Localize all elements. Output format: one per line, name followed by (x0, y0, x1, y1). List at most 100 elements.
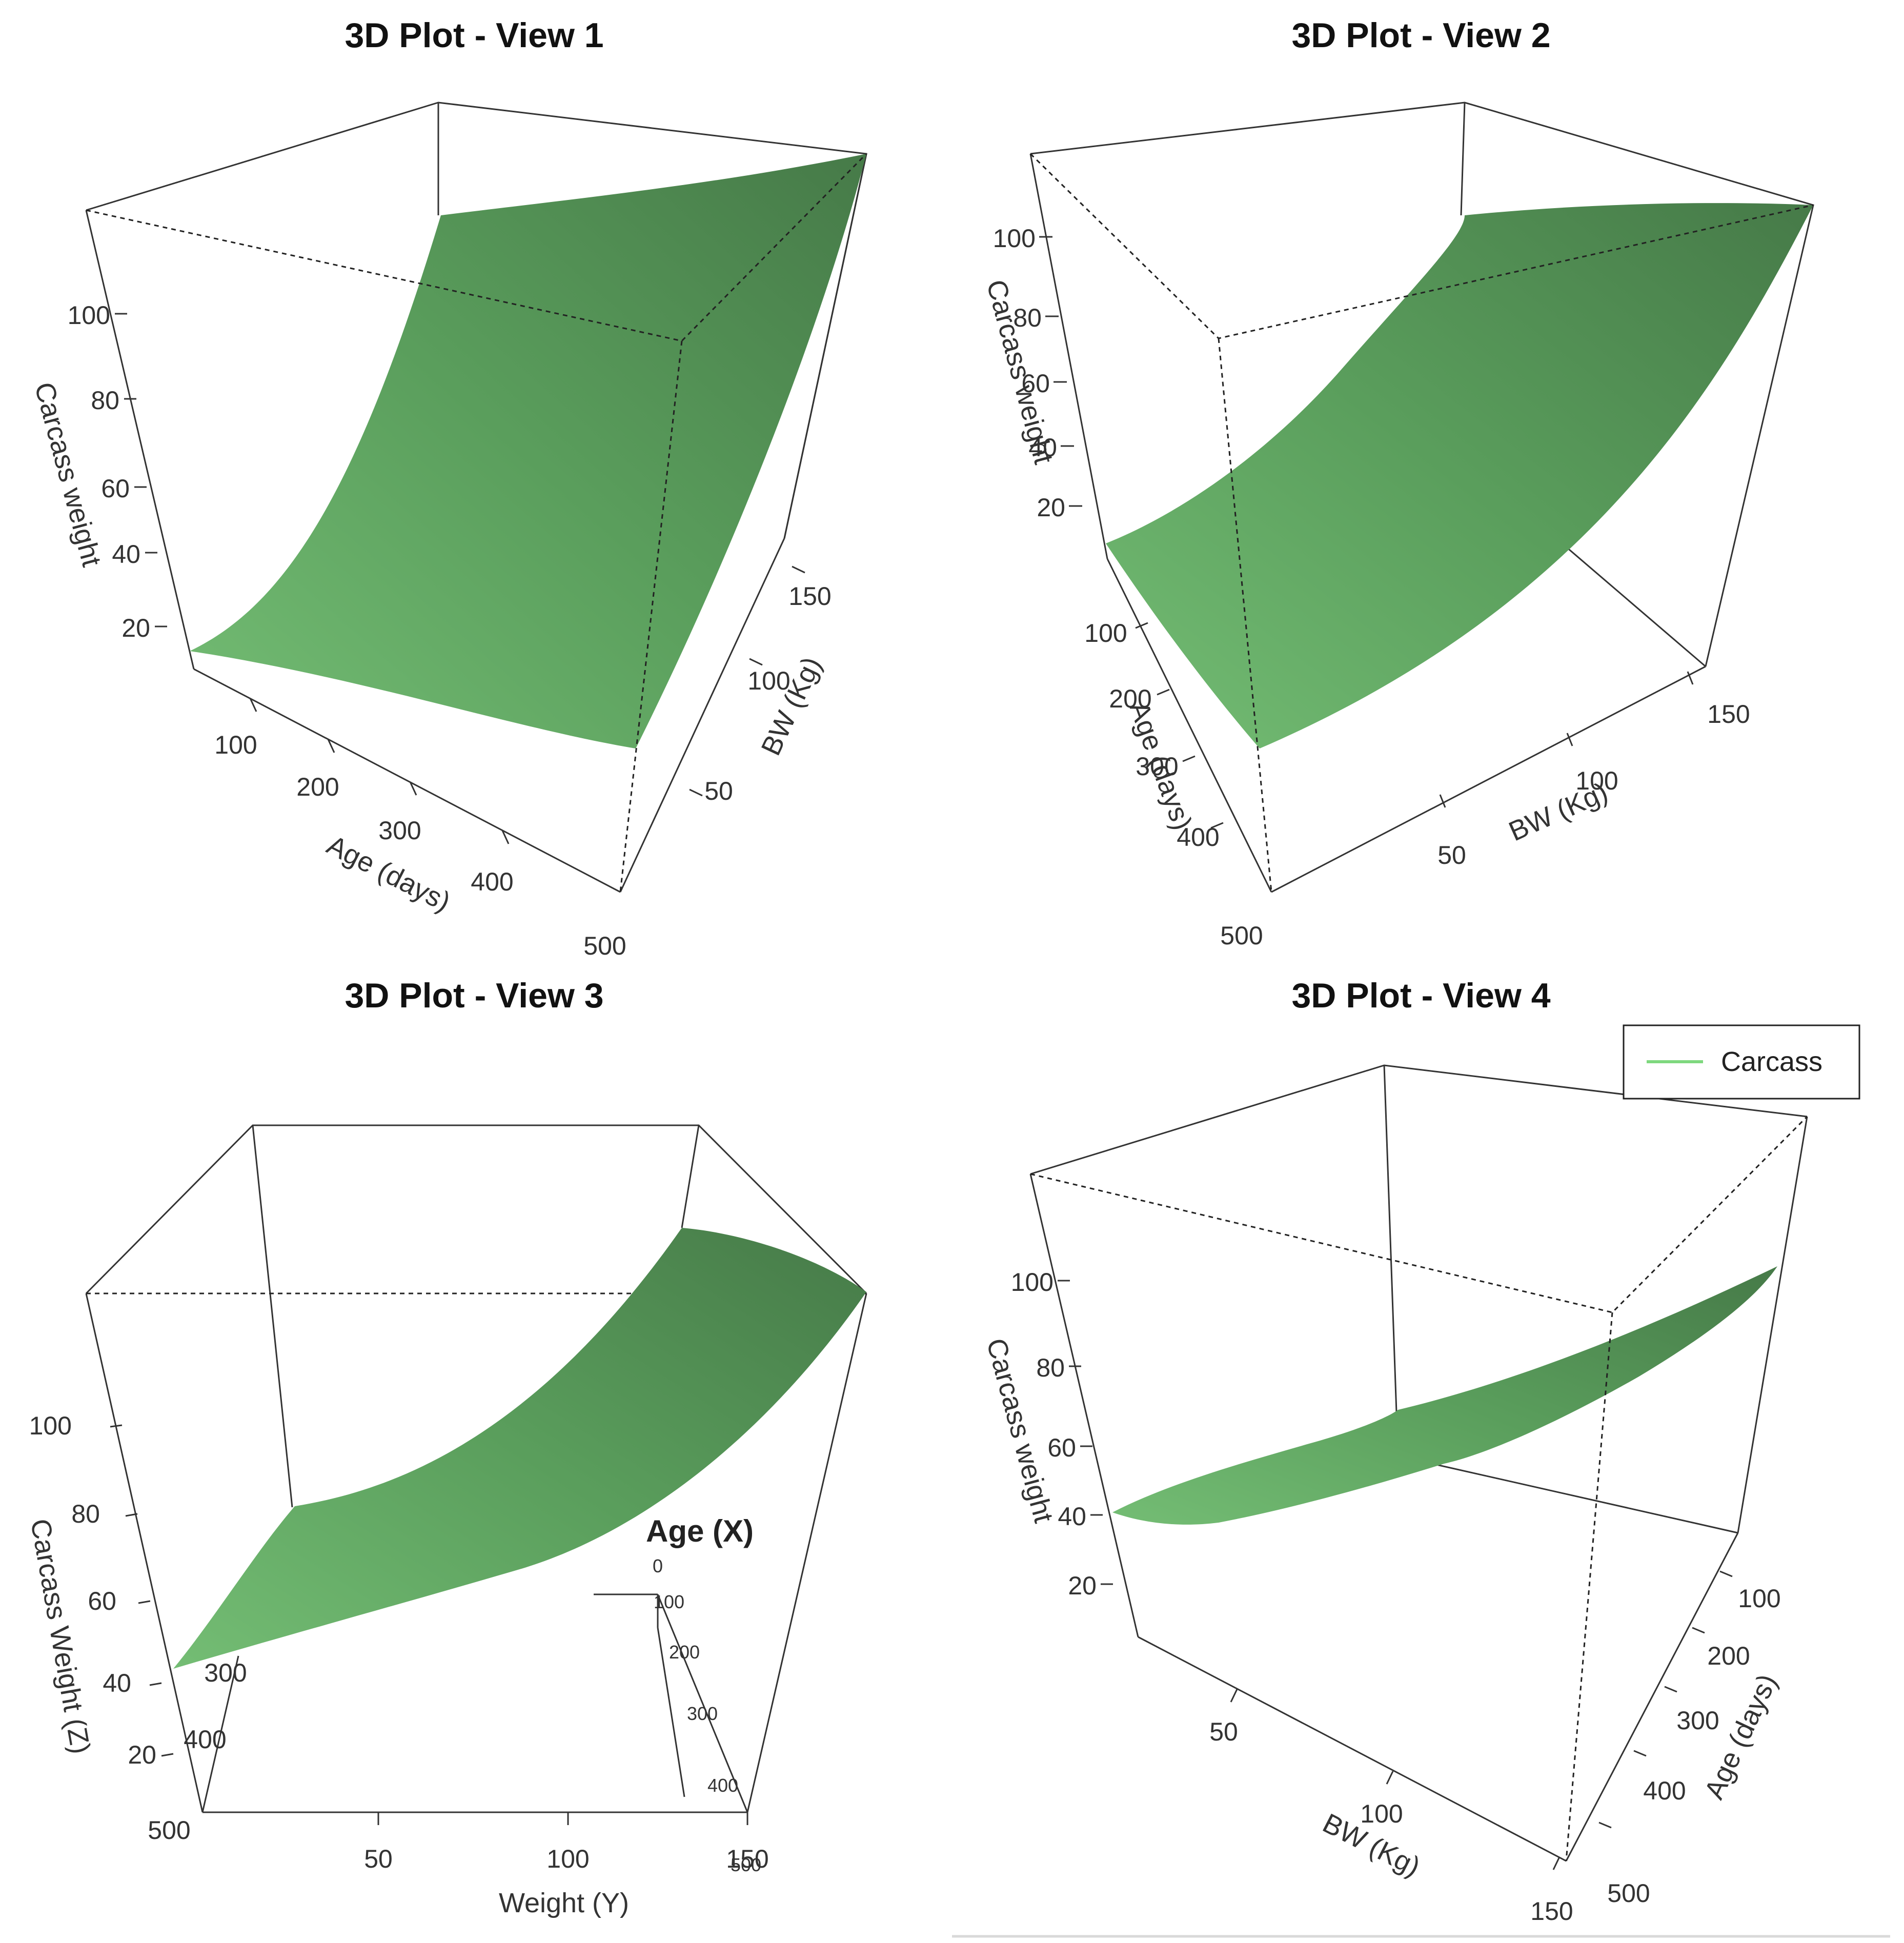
panel-view-4: 3D Plot - View 4 Carcass (952, 972, 1904, 1943)
x-tick-label: 50 (1209, 1717, 1238, 1746)
z-axis: 100 80 60 40 20 Carcass weight (981, 1268, 1113, 1600)
box-top-back (85, 1124, 867, 1294)
box-bottom-right (1565, 1532, 1739, 1861)
y-axis-label: BW (Kg) (1504, 777, 1612, 847)
z-tick-label: 40 (1058, 1502, 1086, 1531)
box-right-vertical (783, 153, 867, 539)
y-tick-label: 150 (726, 1845, 768, 1873)
z-tick-label: 60 (88, 1587, 116, 1615)
z-axis: 100 80 60 40 20 Carcass weight (29, 301, 167, 642)
z-tick-label: 80 (1036, 1353, 1065, 1382)
hidden-vertical (1565, 1312, 1613, 1861)
x-axis-label: Age (X) (646, 1514, 754, 1548)
y-tick-label: 50 (704, 777, 733, 805)
legend: Carcass (1623, 1024, 1860, 1100)
box-right-vertical (1737, 1116, 1808, 1533)
z-axis-label: Carcass Weight (Z) (25, 1516, 96, 1756)
x-tick-label: 300 (378, 816, 421, 845)
plot-title: 3D Plot - View 2 (1291, 16, 1550, 55)
panel-view-1: 3D Plot - View 1 100 80 60 (0, 0, 952, 972)
x-tick-label: 400 (471, 867, 513, 896)
x-back-axis: Age (X) 0 100 200 300 400 500 (646, 1514, 761, 1875)
box-left-vertical (1029, 153, 1108, 559)
surface (1112, 1266, 1777, 1525)
y-tick-label: 100 (546, 1845, 589, 1873)
plot-title: 3D Plot - View 3 (345, 976, 603, 1015)
box-bottom-front (1271, 665, 1706, 893)
box-left-vertical (85, 210, 195, 670)
y-tick-label: 100 (1738, 1584, 1780, 1613)
z-tick-label: 80 (1013, 303, 1042, 332)
z-tick-label: 20 (121, 614, 150, 642)
x-tick-label: 500 (1220, 921, 1263, 950)
x-tick-label: 150 (1530, 1897, 1573, 1926)
x-tick-label: 200 (296, 773, 339, 801)
y-tick-label: 200 (1707, 1642, 1750, 1670)
box-back-vertical (1460, 102, 1466, 216)
z-tick-label: 40 (1028, 433, 1057, 462)
plot-title: 3D Plot - View 1 (345, 16, 603, 55)
y-axis-label: Weight (Y) (499, 1888, 629, 1918)
surface (173, 1228, 866, 1669)
x-tick-label: 500 (148, 1816, 190, 1845)
plot-view-3: 3D Plot - View 3 100 80 60 (25, 976, 867, 1918)
hidden-vertical (1218, 338, 1272, 893)
z-tick-label: 40 (103, 1669, 131, 1697)
y-axis: 50 100 150 BW (Kg) (1437, 671, 1750, 869)
box-bottom-front (1138, 1636, 1567, 1862)
box-floor-right (657, 1594, 748, 1813)
z-tick-label: 20 (1068, 1571, 1097, 1600)
y-tick-label: 100 (747, 666, 790, 695)
plot-view-4: 3D Plot - View 4 Carcass (952, 976, 1890, 1938)
box-floor-back (1397, 1455, 1738, 1534)
surface (1106, 203, 1813, 749)
z-tick-label: 60 (1047, 1433, 1076, 1462)
y-axis: 50 100 150 Weight (Y) (364, 1812, 769, 1918)
x-tick-label: 100 (214, 731, 257, 759)
z-tick-label: 60 (1021, 369, 1050, 398)
z-tick-label: 60 (101, 474, 130, 503)
x-tick-label: 400 (184, 1725, 226, 1754)
box-back (1030, 102, 1814, 667)
x-tick-label: 0 (653, 1555, 663, 1576)
x-tick-label: 300 (687, 1703, 718, 1724)
z-tick-label: 40 (112, 540, 140, 569)
box-bottom-front (193, 668, 621, 893)
x-tick-label: 200 (1109, 684, 1151, 713)
z-tick-label: 100 (1011, 1268, 1054, 1297)
z-tick-label: 20 (1037, 493, 1065, 522)
legend-label: Carcass (1721, 1046, 1822, 1077)
x-front-ticks: 300 400 500 (148, 1658, 247, 1845)
y-tick-label: 500 (1607, 1879, 1650, 1908)
z-tick-label: 80 (91, 386, 119, 415)
x-tick-label: 500 (583, 932, 626, 960)
x-tick-label: 300 (1136, 752, 1178, 781)
z-tick-label: 80 (71, 1500, 100, 1528)
z-tick-label: 100 (993, 224, 1036, 253)
x-tick-label: 400 (707, 1775, 738, 1796)
y-tick-label: 300 (1676, 1706, 1719, 1735)
box-back-left-vertical (252, 1125, 293, 1508)
hidden-edges (86, 153, 867, 342)
x-tick-label: 100 (1084, 619, 1127, 647)
y-tick-label: 50 (364, 1845, 393, 1873)
box-bottom-right (619, 538, 785, 893)
x-tick-label: 400 (1177, 823, 1219, 852)
y-tick-label: 150 (788, 582, 831, 611)
hidden-vertical (619, 340, 683, 893)
x-axis: 50 100 150 BW (Kg) (1209, 1689, 1573, 1926)
x-tick-label: 200 (669, 1642, 700, 1663)
z-tick-label: 20 (128, 1740, 156, 1769)
y-tick-label: 150 (1707, 700, 1750, 728)
box-right-vertical (746, 1293, 867, 1813)
x-tick-label: 500 (731, 1854, 761, 1875)
box-left-bottom (1106, 558, 1272, 893)
x-axis-label: Age (days) (1123, 698, 1198, 834)
x-tick-label: 100 (654, 1591, 684, 1612)
x-tick-label: 100 (1360, 1799, 1403, 1828)
y-axis: 50 100 150 BW (Kg) (689, 565, 832, 805)
y-axis-label: Age (days) (1698, 1669, 1783, 1804)
box-left-vertical (85, 1293, 204, 1813)
box-left-vertical (1029, 1173, 1139, 1637)
